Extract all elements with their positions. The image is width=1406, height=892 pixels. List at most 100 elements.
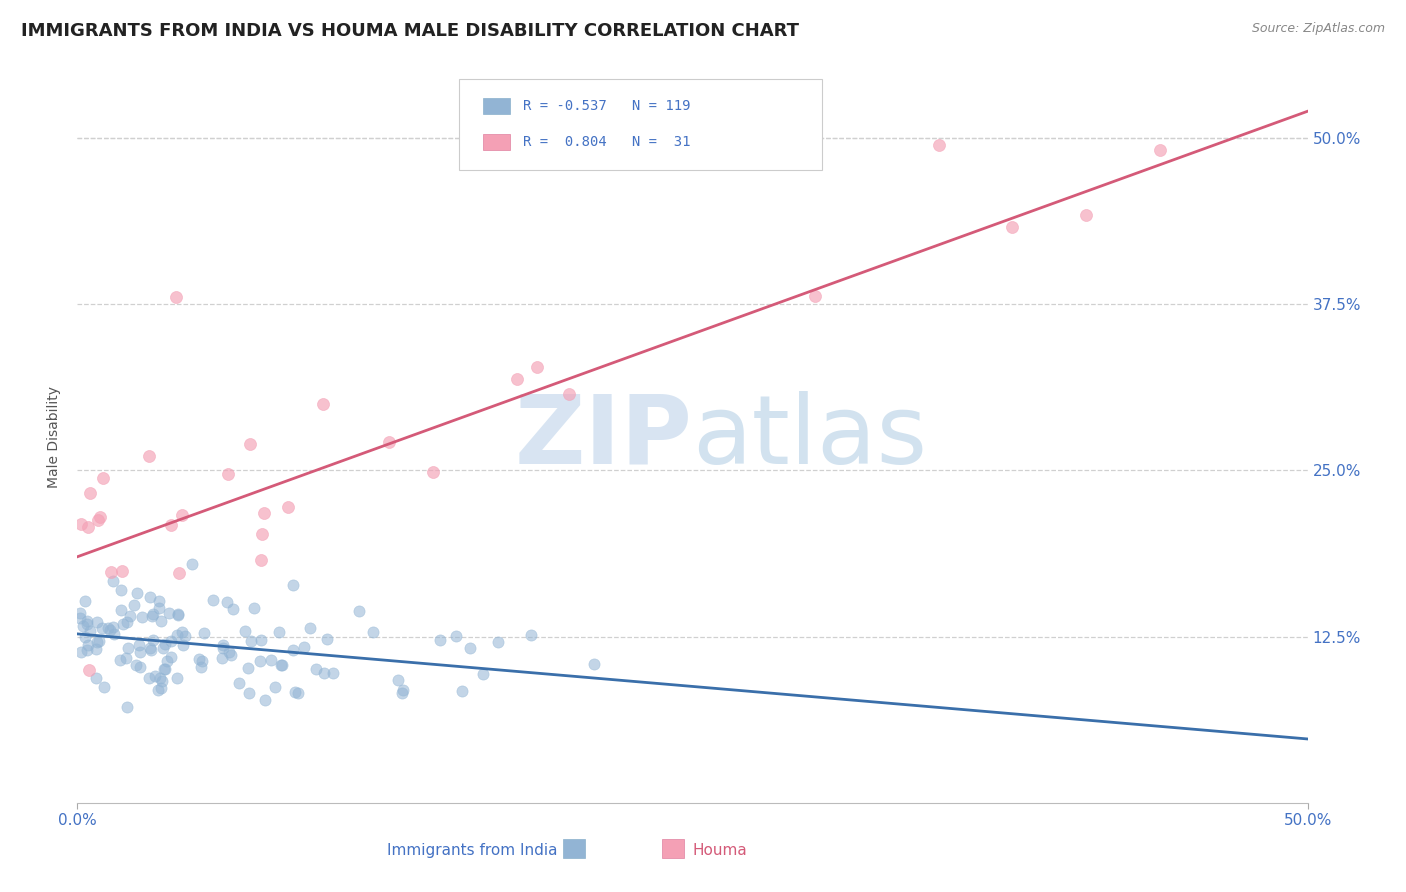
Point: [218, 645, 240, 659]
Text: R =  0.804   N =  31: R = 0.804 N = 31: [523, 136, 690, 149]
Point: [240, 633, 263, 648]
Point: [451, 684, 474, 698]
Point: [112, 616, 135, 631]
Point: [160, 650, 183, 665]
Point: [211, 651, 233, 665]
Point: [253, 506, 276, 520]
Point: [73, 630, 96, 644]
Point: [87, 634, 110, 648]
Point: [312, 397, 335, 411]
Point: [233, 624, 256, 639]
Point: [142, 633, 165, 648]
Point: [117, 699, 139, 714]
Point: [166, 628, 188, 642]
Point: [165, 290, 187, 304]
Point: [117, 615, 139, 629]
Point: [458, 640, 481, 655]
Point: [141, 609, 163, 624]
Point: [153, 663, 176, 677]
Point: [292, 640, 315, 654]
Point: [129, 645, 152, 659]
Point: [139, 642, 162, 657]
Point: [444, 629, 467, 643]
Point: [101, 619, 124, 633]
Point: [181, 558, 204, 572]
Point: [242, 601, 264, 615]
Point: [217, 467, 239, 482]
Point: [91, 471, 114, 485]
Point: [315, 632, 337, 646]
Point: [101, 574, 124, 588]
Point: [174, 629, 197, 643]
Point: [150, 674, 173, 689]
Point: [391, 686, 413, 700]
Point: [804, 289, 827, 303]
Point: [129, 659, 152, 673]
Text: atlas: atlas: [693, 391, 928, 483]
Point: [89, 510, 111, 524]
Point: [138, 671, 160, 685]
Point: [187, 651, 209, 665]
Point: [160, 633, 183, 648]
Point: [100, 565, 122, 579]
Point: [305, 662, 328, 676]
Point: [378, 435, 401, 450]
Point: [69, 645, 91, 659]
Point: [125, 657, 148, 672]
Point: [148, 600, 170, 615]
Point: [228, 676, 250, 690]
Point: [349, 604, 371, 618]
Point: [166, 608, 188, 623]
Point: [86, 671, 108, 685]
Point: [142, 607, 165, 622]
Point: [138, 449, 160, 463]
Point: [260, 653, 283, 667]
Text: Source: ZipAtlas.com: Source: ZipAtlas.com: [1251, 22, 1385, 36]
Point: [1001, 219, 1024, 234]
Point: [117, 640, 139, 655]
Point: [211, 641, 233, 656]
Point: [157, 606, 180, 620]
Text: Immigrants from India: Immigrants from India: [387, 843, 557, 858]
Bar: [484, 98, 510, 114]
Point: [90, 622, 112, 636]
Point: [270, 658, 292, 673]
Point: [152, 640, 174, 655]
Point: [558, 386, 581, 401]
Point: [472, 666, 495, 681]
Point: [212, 638, 235, 652]
Point: [250, 527, 273, 541]
Point: [167, 607, 190, 621]
Point: [77, 638, 100, 652]
Point: [72, 619, 94, 633]
Point: [1149, 144, 1171, 158]
Bar: [564, 839, 585, 858]
Text: R = -0.537   N = 119: R = -0.537 N = 119: [523, 99, 690, 112]
Point: [391, 683, 413, 698]
Point: [312, 665, 335, 680]
Point: [97, 621, 120, 635]
Point: [79, 624, 101, 639]
Point: [131, 610, 153, 624]
Point: [70, 516, 93, 531]
Point: [249, 553, 271, 567]
Point: [486, 635, 509, 649]
Text: ZIP: ZIP: [515, 391, 693, 483]
Point: [281, 577, 304, 591]
FancyBboxPatch shape: [458, 78, 821, 170]
Bar: [484, 135, 510, 151]
Point: [264, 681, 287, 695]
Point: [124, 599, 146, 613]
Y-axis label: Male Disability: Male Disability: [48, 386, 62, 488]
Point: [149, 671, 172, 685]
Point: [238, 686, 260, 700]
Point: [120, 609, 142, 624]
Point: [76, 614, 98, 628]
Point: [110, 603, 132, 617]
Point: [79, 486, 101, 500]
Point: [222, 602, 245, 616]
Point: [190, 660, 212, 674]
Point: [98, 624, 121, 638]
Point: [269, 625, 291, 640]
Point: [76, 643, 98, 657]
